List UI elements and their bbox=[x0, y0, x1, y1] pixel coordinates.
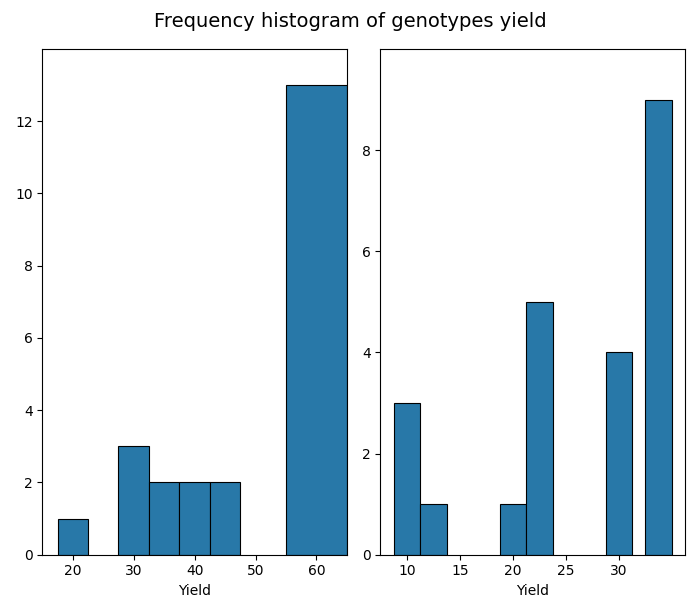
Text: Frequency histogram of genotypes yield: Frequency histogram of genotypes yield bbox=[154, 12, 546, 31]
Bar bbox=[606, 352, 632, 555]
Bar bbox=[57, 519, 88, 555]
X-axis label: Yield: Yield bbox=[516, 584, 550, 598]
Bar bbox=[393, 403, 420, 555]
Bar bbox=[179, 482, 210, 555]
Bar bbox=[210, 482, 240, 555]
Bar bbox=[500, 504, 526, 555]
Bar bbox=[286, 85, 347, 555]
Bar bbox=[420, 504, 447, 555]
Bar bbox=[645, 99, 672, 555]
X-axis label: Yield: Yield bbox=[178, 584, 211, 598]
Bar bbox=[526, 302, 552, 555]
Bar bbox=[149, 482, 179, 555]
Bar bbox=[118, 446, 149, 555]
